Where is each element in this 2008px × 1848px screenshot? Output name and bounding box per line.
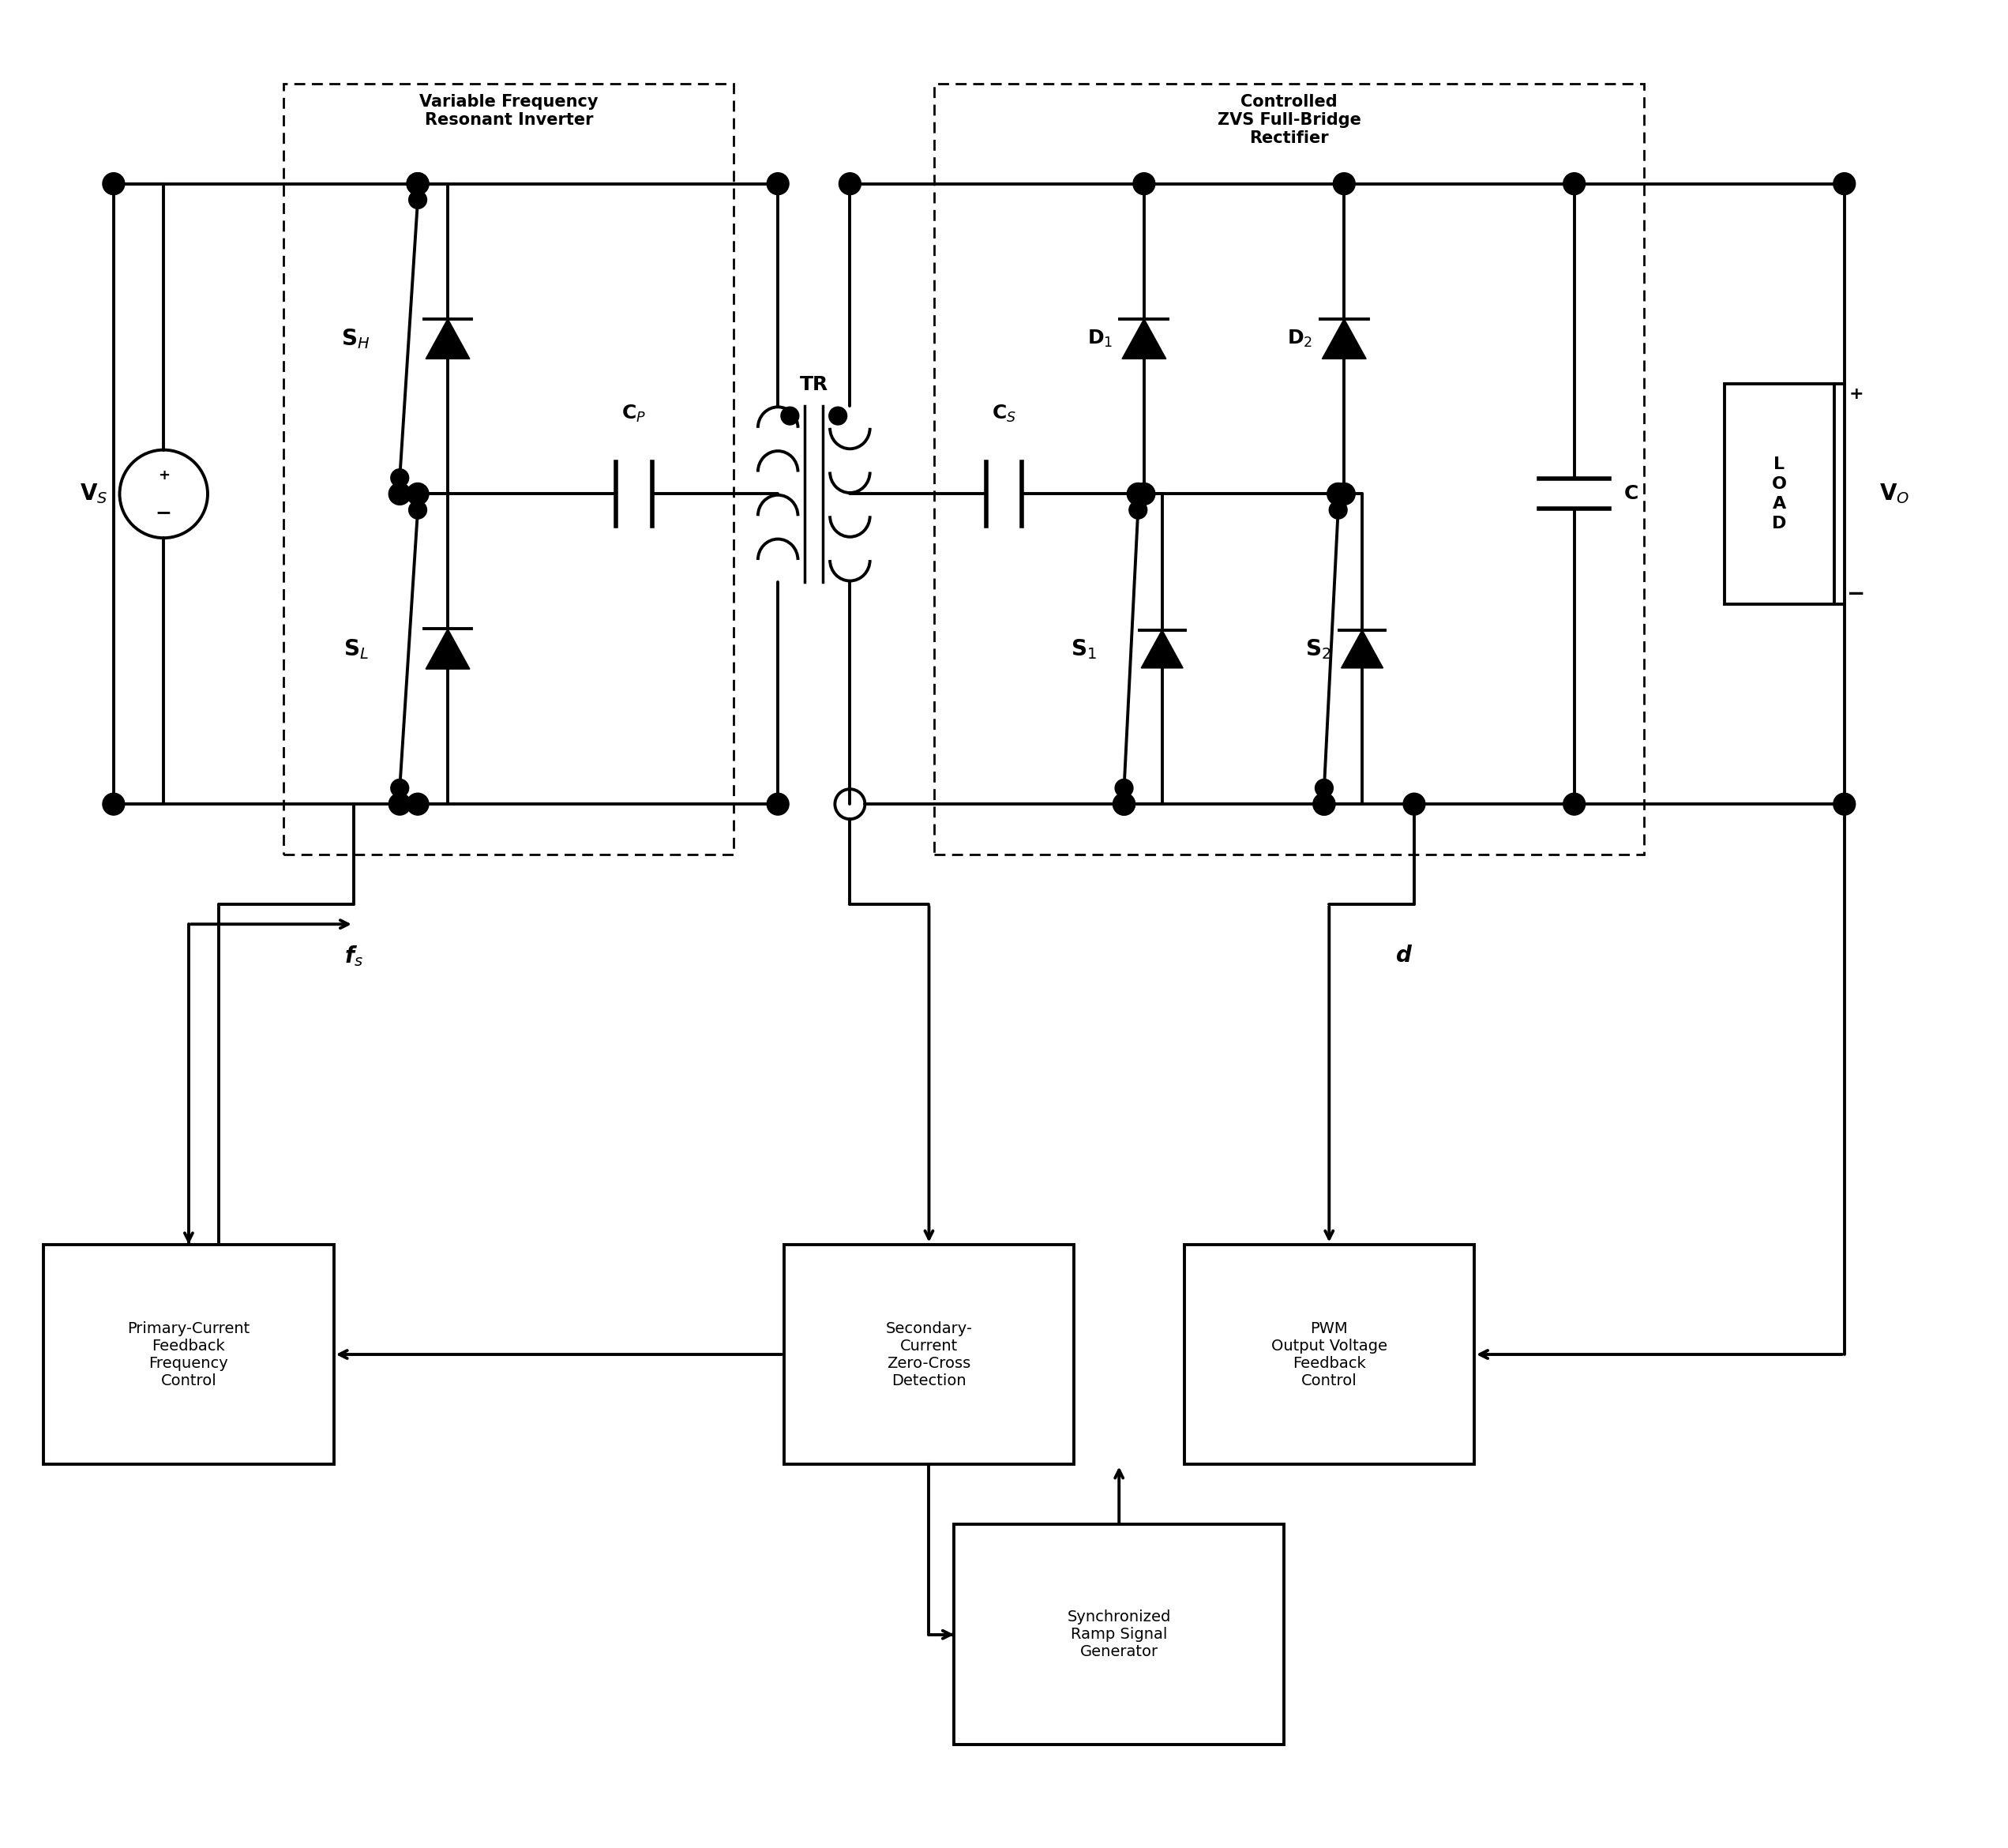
- Text: +: +: [159, 468, 169, 482]
- Text: Primary-Current
Feedback
Frequency
Control: Primary-Current Feedback Frequency Contr…: [127, 1321, 249, 1388]
- Polygon shape: [426, 628, 470, 669]
- Polygon shape: [426, 320, 470, 359]
- Circle shape: [1564, 793, 1584, 815]
- Circle shape: [1112, 793, 1135, 815]
- Text: −: −: [155, 503, 173, 521]
- Circle shape: [1833, 172, 1855, 194]
- Circle shape: [767, 793, 789, 815]
- Text: Variable Frequency
Resonant Inverter: Variable Frequency Resonant Inverter: [420, 94, 598, 128]
- Circle shape: [408, 793, 430, 815]
- Text: S$_H$: S$_H$: [341, 327, 369, 351]
- Circle shape: [392, 780, 410, 796]
- Text: f$_s$: f$_s$: [343, 944, 363, 968]
- Circle shape: [829, 407, 847, 425]
- Polygon shape: [1341, 630, 1384, 667]
- Bar: [954, 1525, 1285, 1745]
- Text: S$_L$: S$_L$: [343, 638, 367, 662]
- Text: D$_2$: D$_2$: [1287, 329, 1313, 349]
- Circle shape: [408, 172, 430, 194]
- Circle shape: [102, 793, 124, 815]
- Circle shape: [1327, 482, 1349, 505]
- Circle shape: [408, 172, 430, 194]
- Polygon shape: [1321, 320, 1365, 359]
- Circle shape: [1333, 172, 1355, 194]
- Bar: [44, 1244, 333, 1464]
- Text: C$_S$: C$_S$: [992, 403, 1016, 423]
- Text: D$_1$: D$_1$: [1086, 329, 1112, 349]
- Circle shape: [1333, 482, 1355, 505]
- Bar: [283, 83, 733, 854]
- Text: d: d: [1396, 944, 1412, 967]
- Circle shape: [1329, 501, 1347, 519]
- Circle shape: [1133, 172, 1155, 194]
- Text: V$_O$: V$_O$: [1879, 482, 1910, 506]
- Bar: [783, 1244, 1074, 1464]
- Circle shape: [1404, 793, 1426, 815]
- Circle shape: [1126, 482, 1149, 505]
- Circle shape: [781, 407, 799, 425]
- Circle shape: [1112, 793, 1135, 815]
- Circle shape: [410, 190, 428, 209]
- Polygon shape: [1141, 630, 1183, 667]
- Text: Synchronized
Ramp Signal
Generator: Synchronized Ramp Signal Generator: [1066, 1610, 1171, 1660]
- Text: +: +: [1849, 386, 1863, 401]
- Circle shape: [1313, 793, 1335, 815]
- Circle shape: [390, 482, 412, 505]
- Text: C$_P$: C$_P$: [622, 403, 647, 423]
- Circle shape: [1564, 172, 1584, 194]
- Circle shape: [1833, 793, 1855, 815]
- Circle shape: [392, 469, 410, 486]
- Text: S$_1$: S$_1$: [1070, 638, 1096, 662]
- Text: C: C: [1624, 484, 1639, 503]
- Circle shape: [1114, 780, 1133, 796]
- Circle shape: [839, 172, 861, 194]
- Text: S$_2$: S$_2$: [1305, 638, 1331, 662]
- Circle shape: [1315, 780, 1333, 796]
- Circle shape: [1313, 793, 1335, 815]
- Text: PWM
Output Voltage
Feedback
Control: PWM Output Voltage Feedback Control: [1271, 1321, 1388, 1388]
- Bar: [1725, 384, 1835, 604]
- Circle shape: [767, 172, 789, 194]
- Text: Secondary-
Current
Zero-Cross
Detection: Secondary- Current Zero-Cross Detection: [886, 1321, 972, 1388]
- Circle shape: [1133, 482, 1155, 505]
- Polygon shape: [1122, 320, 1167, 359]
- Text: V$_S$: V$_S$: [80, 482, 108, 506]
- Bar: [1185, 1244, 1474, 1464]
- Text: TR: TR: [799, 375, 827, 394]
- Circle shape: [410, 501, 428, 519]
- Circle shape: [390, 793, 412, 815]
- Circle shape: [408, 482, 430, 505]
- Text: −: −: [1847, 582, 1865, 604]
- Text: L
O
A
D: L O A D: [1771, 456, 1787, 530]
- Bar: [934, 83, 1645, 854]
- Circle shape: [102, 172, 124, 194]
- Circle shape: [1128, 501, 1147, 519]
- Text: Controlled
ZVS Full-Bridge
Rectifier: Controlled ZVS Full-Bridge Rectifier: [1217, 94, 1361, 146]
